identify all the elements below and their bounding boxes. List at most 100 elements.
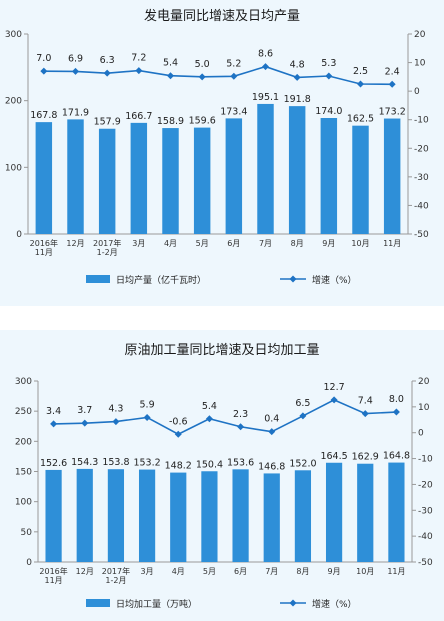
line-value-label: 4.3 bbox=[108, 404, 123, 415]
x-tick-label: 3月 bbox=[141, 567, 154, 576]
x-tick-label: 7月 bbox=[265, 567, 278, 576]
bar bbox=[162, 128, 179, 234]
x-tick-label: 2016年 bbox=[39, 566, 67, 576]
left-tick-label: 100 bbox=[5, 163, 22, 173]
bar bbox=[383, 118, 401, 234]
bar-value-label: 157.9 bbox=[94, 117, 121, 128]
line-point bbox=[293, 73, 301, 81]
line-point bbox=[135, 67, 143, 75]
bar-value-label: 171.9 bbox=[62, 107, 89, 118]
power-generation-chart-panel: 发电量同比增速及日均产量 0 100 200 300 -50 -40 -30 -20 -10 0 10… bbox=[0, 0, 444, 306]
legend-bar-swatch bbox=[86, 599, 110, 607]
left-tick-label: 150 bbox=[15, 468, 32, 478]
line-point bbox=[174, 430, 182, 438]
line-point bbox=[361, 410, 369, 418]
left-tick-label: 50 bbox=[21, 528, 33, 538]
bar bbox=[352, 125, 369, 234]
bar-value-label: 146.8 bbox=[258, 461, 285, 472]
bar-value-label: 164.5 bbox=[320, 451, 347, 462]
left-tick-label: 300 bbox=[15, 377, 32, 387]
left-tick-label: 200 bbox=[15, 437, 32, 447]
line-point bbox=[81, 419, 89, 427]
bar bbox=[288, 106, 306, 234]
x-tick-label: 4月 bbox=[172, 567, 185, 576]
line-point bbox=[103, 69, 111, 77]
left-tick-label: 200 bbox=[5, 97, 22, 107]
line-point bbox=[392, 408, 400, 416]
line-value-label: 7.4 bbox=[358, 396, 373, 407]
line-value-label: 0.4 bbox=[264, 414, 279, 425]
line-point bbox=[357, 80, 364, 88]
line-point bbox=[143, 413, 151, 421]
line-point bbox=[388, 80, 396, 88]
x-tick-label: 12月 bbox=[76, 567, 94, 576]
line-value-label: 5.9 bbox=[140, 399, 155, 410]
line-point bbox=[230, 72, 238, 80]
x-tick-label: 1-2月 bbox=[105, 576, 126, 585]
bar bbox=[45, 469, 62, 562]
bar-value-label: 153.8 bbox=[102, 457, 129, 468]
x-tick-label: 10月 bbox=[356, 567, 374, 576]
bar-value-label: 162.9 bbox=[352, 452, 379, 463]
line-value-label: 8.6 bbox=[258, 49, 273, 60]
bar-value-label: 195.1 bbox=[252, 92, 279, 103]
line-value-label: 5.4 bbox=[163, 58, 178, 69]
x-tick-label: 6月 bbox=[227, 239, 240, 248]
legend-bar-label: 日均加工量（万吨） bbox=[116, 598, 197, 610]
left-tick-label: 300 bbox=[5, 30, 22, 40]
x-tick-label: 5月 bbox=[196, 239, 209, 248]
right-tick-label: -10 bbox=[418, 455, 433, 465]
bar-value-label: 162.5 bbox=[347, 114, 374, 125]
bar-value-label: 148.2 bbox=[165, 461, 192, 472]
line-value-label: 5.4 bbox=[202, 401, 217, 412]
bar bbox=[193, 127, 211, 234]
line-point bbox=[112, 418, 120, 426]
right-tick-label: -50 bbox=[414, 230, 429, 240]
line-value-label: 7.0 bbox=[36, 53, 51, 64]
growth-rate-line bbox=[43, 65, 393, 86]
bar bbox=[67, 119, 84, 234]
bar bbox=[388, 462, 405, 562]
line-point bbox=[167, 72, 174, 80]
line-point bbox=[330, 396, 338, 404]
line-value-label: 6.9 bbox=[68, 53, 83, 64]
bar bbox=[98, 128, 116, 234]
bar bbox=[232, 469, 249, 562]
line-value-label: 5.0 bbox=[195, 59, 210, 70]
bar bbox=[294, 470, 312, 562]
right-tick-label: 0 bbox=[414, 87, 420, 97]
line-value-label: 12.7 bbox=[324, 382, 345, 393]
x-tick-label: 4月 bbox=[164, 239, 177, 248]
line-point bbox=[237, 423, 245, 431]
bar bbox=[263, 473, 280, 562]
bar bbox=[35, 122, 53, 234]
x-tick-label: 6月 bbox=[234, 567, 247, 576]
bar bbox=[170, 472, 187, 562]
legend-line-marker bbox=[289, 275, 297, 283]
line-value-label: 3.7 bbox=[77, 405, 92, 416]
line-value-label: -0.6 bbox=[169, 416, 188, 427]
legend-line-label: 增速（%） bbox=[312, 274, 357, 286]
right-tick-label: -30 bbox=[414, 173, 429, 183]
right-tick-label: 20 bbox=[418, 377, 430, 387]
bar-value-label: 164.8 bbox=[383, 451, 410, 462]
bar bbox=[257, 103, 274, 234]
bar-value-label: 153.2 bbox=[133, 458, 160, 469]
line-value-label: 5.3 bbox=[321, 58, 336, 69]
bar-value-label: 153.6 bbox=[227, 457, 254, 468]
line-point bbox=[205, 415, 213, 423]
right-tick-label: -20 bbox=[418, 480, 433, 490]
bar bbox=[325, 462, 343, 562]
bar bbox=[225, 118, 243, 234]
bar bbox=[357, 463, 374, 562]
x-tick-label: 3月 bbox=[132, 239, 145, 248]
line-point bbox=[262, 63, 269, 71]
line-value-label: 6.5 bbox=[295, 398, 310, 409]
line-point bbox=[198, 73, 206, 81]
chart-title: 原油加工量同比增速及日均加工量 bbox=[124, 343, 319, 358]
line-value-label: 3.4 bbox=[46, 406, 61, 417]
x-tick-label: 11月 bbox=[387, 567, 405, 576]
line-value-label: 5.2 bbox=[226, 58, 241, 69]
bar bbox=[76, 468, 93, 562]
line-point bbox=[72, 67, 79, 75]
